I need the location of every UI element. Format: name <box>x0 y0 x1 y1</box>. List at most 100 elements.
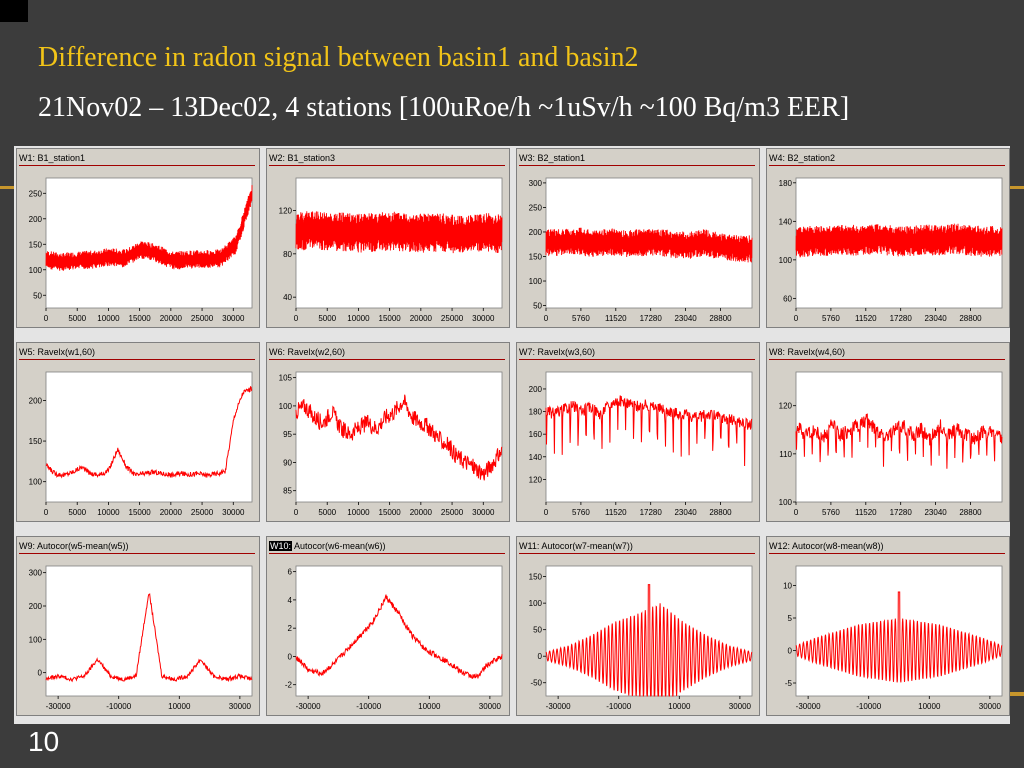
window-title[interactable]: W6: Ravelx(w2,60) <box>269 345 505 360</box>
x-tick-label: 15000 <box>379 508 402 517</box>
window-name: Autocor(w6-mean(w6)) <box>292 541 386 551</box>
x-tick-label: -30000 <box>46 702 71 711</box>
plot-window-9[interactable]: W9: Autocor(w5-mean(w5)) 0 100 200 300 -30000… <box>16 536 260 716</box>
y-tick-label: -2 <box>285 681 293 690</box>
x-tick-label: 30000 <box>729 702 752 711</box>
plot-window-1[interactable]: W1: B1_station1 50 100 150 200 250 0 5000 10000 1… <box>16 148 260 328</box>
x-tick-label: 11520 <box>855 314 877 323</box>
series-line <box>45 185 253 271</box>
x-tick-label: 0 <box>44 314 49 323</box>
window-number: W3: <box>519 153 536 163</box>
x-tick-label: 11520 <box>855 508 877 517</box>
x-tick-label: 11520 <box>605 314 627 323</box>
y-tick-label: 150 <box>529 573 543 582</box>
y-tick-label: 4 <box>288 596 293 605</box>
plot-window-10[interactable]: W10: Autocor(w6-mean(w6)) -2 0 2 4 6 -30000 -10… <box>266 536 510 716</box>
series-line <box>45 593 253 683</box>
y-tick-label: 160 <box>529 430 543 439</box>
y-tick-label: 90 <box>283 458 292 467</box>
window-number: W12: <box>769 541 791 551</box>
y-tick-label: 2 <box>288 624 293 633</box>
window-name: Autocor(w7-mean(w7)) <box>539 541 633 551</box>
x-tick-label: 20000 <box>160 314 183 323</box>
window-number: W8: <box>769 347 786 357</box>
plot-window-8[interactable]: W8: Ravelx(w4,60) 100 110 120 0 5760 11520 1728… <box>766 342 1010 522</box>
x-tick-label: 5000 <box>68 508 86 517</box>
series-line <box>795 223 1003 258</box>
y-tick-label: 50 <box>533 626 542 635</box>
y-tick-label: -5 <box>785 679 793 688</box>
x-tick-label: 17280 <box>640 508 663 517</box>
slide-title: Difference in radon signal between basin… <box>38 42 639 73</box>
x-tick-label: 5000 <box>318 508 336 517</box>
y-tick-label: 150 <box>29 240 43 249</box>
x-tick-label: 30000 <box>222 508 245 517</box>
x-tick-label: 0 <box>294 508 299 517</box>
window-number: W4: <box>769 153 786 163</box>
series-line <box>295 594 503 679</box>
x-tick-label: 10000 <box>347 314 370 323</box>
y-tick-label: 120 <box>779 402 793 411</box>
plot-window-4[interactable]: W4: B2_station2 60 100 140 180 0 5760 11520 1728… <box>766 148 1010 328</box>
plot-svg: 100 110 120 0 5760 11520 17280 23040 28800 <box>779 371 1003 517</box>
y-tick-label: 100 <box>779 256 793 265</box>
x-tick-label: 0 <box>544 314 549 323</box>
y-tick-label: 100 <box>529 599 543 608</box>
window-title[interactable]: W9: Autocor(w5-mean(w5)) <box>19 539 255 554</box>
window-title[interactable]: W5: Ravelx(w1,60) <box>19 345 255 360</box>
window-title[interactable]: W4: B2_station2 <box>769 151 1005 166</box>
x-tick-label: 25000 <box>191 508 214 517</box>
plot-window-5[interactable]: W5: Ravelx(w1,60) 100 150 200 0 5000 10000 1500… <box>16 342 260 522</box>
x-tick-label: 30000 <box>472 314 495 323</box>
x-tick-label: 30000 <box>222 314 245 323</box>
y-tick-label: 200 <box>529 385 543 394</box>
window-name: Ravelx(w2,60) <box>285 347 346 357</box>
window-title[interactable]: W10: Autocor(w6-mean(w6)) <box>269 539 505 554</box>
window-title[interactable]: W1: B1_station1 <box>19 151 255 166</box>
plot-window-11[interactable]: W11: Autocor(w7-mean(w7)) -50 0 50 100 150 -30… <box>516 536 760 716</box>
y-tick-label: 100 <box>29 478 43 487</box>
x-tick-label: 0 <box>544 508 549 517</box>
window-title[interactable]: W8: Ravelx(w4,60) <box>769 345 1005 360</box>
y-tick-label: -50 <box>530 679 542 688</box>
window-title[interactable]: W12: Autocor(w8-mean(w8)) <box>769 539 1005 554</box>
series-line <box>295 211 503 254</box>
y-tick-label: 180 <box>529 408 543 417</box>
window-title[interactable]: W2: B1_station3 <box>269 151 505 166</box>
window-number: W2: <box>269 153 286 163</box>
window-name: Ravelx(w4,60) <box>785 347 846 357</box>
plot-svg: 50 100 150 200 250 300 0 5760 11520 17280 23040 288… <box>529 177 753 323</box>
y-tick-label: 10 <box>783 582 792 591</box>
window-number: W9: <box>19 541 36 551</box>
plot-svg: 120 140 160 180 200 0 5760 11520 17280 23040 28800 <box>529 371 753 517</box>
window-title[interactable]: W7: Ravelx(w3,60) <box>519 345 755 360</box>
y-tick-label: 300 <box>29 569 43 578</box>
x-tick-label: 10000 <box>418 702 441 711</box>
window-title[interactable]: W3: B2_station1 <box>519 151 755 166</box>
window-number: W1: <box>19 153 36 163</box>
y-tick-label: 80 <box>283 250 292 259</box>
x-tick-label: 15000 <box>129 508 152 517</box>
y-tick-label: 200 <box>529 228 543 237</box>
window-name: B1_station1 <box>35 153 86 163</box>
x-tick-label: 10000 <box>168 702 191 711</box>
window-title[interactable]: W11: Autocor(w7-mean(w7)) <box>519 539 755 554</box>
x-tick-label: 0 <box>794 508 799 517</box>
plot-window-7[interactable]: W7: Ravelx(w3,60) 120 140 160 180 200 0 5760 115… <box>516 342 760 522</box>
window-name: B2_station2 <box>785 153 836 163</box>
plot-window-3[interactable]: W3: B2_station1 50 100 150 200 250 300 0 5760 115… <box>516 148 760 328</box>
x-tick-label: 5000 <box>318 314 336 323</box>
y-tick-label: 6 <box>288 568 293 577</box>
plot-window-2[interactable]: W2: B1_station3 40 80 120 0 5000 10000 15000 200… <box>266 148 510 328</box>
x-tick-label: 30000 <box>979 702 1002 711</box>
x-tick-label: 15000 <box>379 314 402 323</box>
plot-window-12[interactable]: W12: Autocor(w8-mean(w8)) -5 0 5 10 -30000 -10… <box>766 536 1010 716</box>
plot-area <box>545 565 753 697</box>
y-tick-label: 85 <box>283 487 292 496</box>
x-tick-label: 17280 <box>890 508 913 517</box>
x-tick-label: -10000 <box>606 702 631 711</box>
plot-window-6[interactable]: W6: Ravelx(w2,60) 85 90 95 100 105 0 5000 10000 1… <box>266 342 510 522</box>
x-tick-label: 28800 <box>709 508 732 517</box>
x-tick-label: 25000 <box>441 314 464 323</box>
x-tick-label: 5760 <box>572 508 590 517</box>
